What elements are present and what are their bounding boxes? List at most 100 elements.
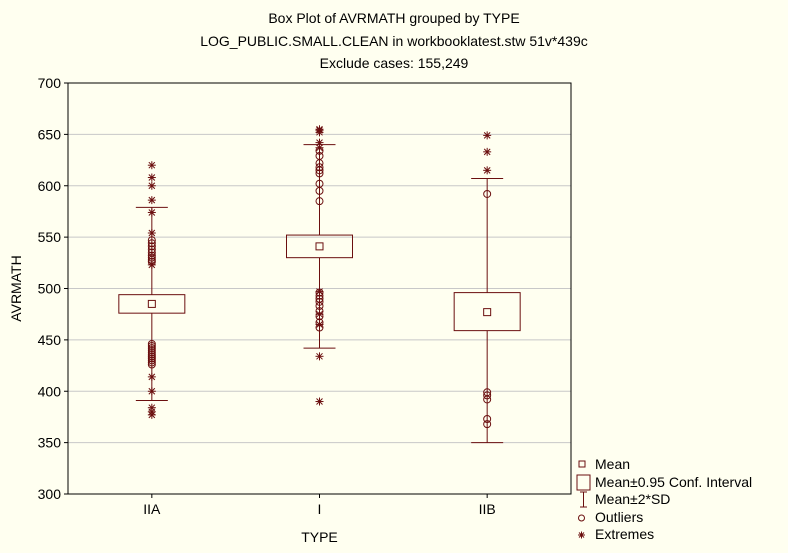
- legend-label-outliers: Outliers: [595, 508, 644, 525]
- x-tick-label: I: [318, 501, 322, 517]
- y-tick-label: 550: [38, 229, 62, 245]
- outlier-point: [147, 356, 156, 365]
- outlier-point: [315, 179, 324, 188]
- y-tick-label: 650: [38, 126, 62, 142]
- chart-title: Box Plot of AVRMATH grouped by TYPE: [268, 10, 520, 26]
- box-group-iib: [453, 131, 521, 444]
- extreme-point: [483, 131, 492, 140]
- chart-subtitle: LOG_PUBLIC.SMALL.CLEAN in workbooklatest…: [200, 33, 588, 49]
- outlier-point: [147, 346, 156, 355]
- outlier-point: [315, 197, 324, 206]
- y-tick-label: 700: [38, 75, 62, 91]
- extreme-point: [315, 397, 324, 406]
- box-group-i: [286, 125, 353, 406]
- ci-box: [286, 234, 353, 259]
- outlier-point: [147, 251, 156, 260]
- outlier-point: [483, 388, 492, 397]
- box-marker-icon: [576, 474, 591, 490]
- outlier-point: [147, 342, 156, 351]
- extreme-stroke: [148, 404, 156, 412]
- mean-marker: [483, 308, 492, 317]
- extreme-point: [483, 147, 492, 156]
- outlier-point: [147, 352, 156, 361]
- chart-exclude-note: Exclude cases: 155,249: [319, 55, 469, 71]
- legend-item-outliers: Outliers: [576, 509, 752, 527]
- extreme-point: [315, 320, 324, 329]
- extreme-stroke: [148, 229, 156, 237]
- extreme-point: [147, 403, 156, 412]
- extreme-point: [315, 310, 324, 319]
- y-tick-label: 600: [38, 178, 62, 194]
- extreme-stroke: [148, 182, 156, 190]
- legend-label-sd: Mean±2*SD: [595, 491, 671, 507]
- whisker-marker-icon: [580, 491, 587, 508]
- legend-item-extremes: Extremes: [576, 526, 752, 544]
- extreme-point: [483, 166, 492, 175]
- y-tick-label: 350: [38, 435, 62, 451]
- extreme-point: [315, 287, 324, 296]
- extreme-stroke: [483, 132, 491, 139]
- extreme-point: [147, 181, 156, 190]
- extreme-stroke: [483, 166, 491, 174]
- x-tick-label: IIB: [479, 501, 496, 517]
- outlier-point: [483, 414, 492, 423]
- extreme-stroke: [148, 161, 156, 169]
- y-tick-label: 400: [38, 383, 62, 399]
- y-tick-label: 450: [38, 332, 62, 348]
- extreme-stroke: [316, 125, 323, 133]
- extreme-point: [147, 161, 156, 170]
- outlier-point: [147, 245, 156, 254]
- extreme-stroke: [148, 261, 156, 269]
- outlier-point: [147, 344, 156, 353]
- extreme-point: [315, 125, 324, 134]
- extreme-stroke: [316, 139, 323, 146]
- outlier-point: [147, 242, 156, 251]
- extreme-point: [147, 208, 156, 217]
- outlier-point: [315, 163, 324, 172]
- extreme-marker-icon: [578, 531, 585, 539]
- legend-item-sd: Mean±2*SD: [576, 491, 752, 509]
- extreme-stroke: [316, 310, 323, 318]
- y-tick-label: 500: [38, 281, 62, 297]
- extreme-stroke: [316, 352, 323, 360]
- extreme-stroke: [148, 196, 156, 204]
- outlier-point: [483, 189, 492, 198]
- extreme-stroke: [148, 174, 156, 181]
- outlier-point: [147, 360, 156, 369]
- box-group-iia: [118, 161, 186, 419]
- extreme-stroke: [148, 387, 156, 395]
- outlier-point: [315, 169, 324, 178]
- extreme-stroke: [148, 209, 156, 216]
- outlier-point: [315, 151, 324, 160]
- outlier-point: [147, 354, 156, 363]
- extreme-stroke: [316, 144, 323, 152]
- outlier-point: [315, 297, 324, 306]
- legend-item-mean: Mean: [576, 456, 752, 474]
- extreme-point: [147, 196, 156, 205]
- x-axis-label: TYPE: [301, 529, 338, 545]
- mean-marker: [147, 299, 156, 308]
- mean-marker: [315, 242, 324, 251]
- extreme-point: [147, 387, 156, 396]
- ci-box: [118, 294, 186, 314]
- extreme-point: [147, 372, 156, 381]
- outlier-point: [147, 350, 156, 359]
- extreme-stroke: [316, 288, 323, 295]
- outlier-point: [483, 420, 492, 429]
- legend-label-extremes: Extremes: [595, 526, 655, 542]
- y-tick-label: 300: [38, 486, 62, 502]
- outlier-point: [147, 358, 156, 367]
- extreme-stroke: [148, 373, 156, 381]
- extreme-stroke: [483, 148, 491, 156]
- ci-box: [453, 292, 521, 332]
- outlier-point: [147, 348, 156, 357]
- legend: Mean Mean±0.95 Conf. Interval Mean±2*SD …: [576, 456, 752, 544]
- extreme-point: [147, 229, 156, 238]
- extreme-point: [147, 260, 156, 269]
- extreme-stroke: [316, 398, 323, 405]
- legend-label-mean: Mean: [595, 456, 631, 472]
- x-tick-label: IIA: [143, 501, 161, 517]
- outlier-point: [147, 239, 156, 248]
- extreme-point: [147, 173, 156, 182]
